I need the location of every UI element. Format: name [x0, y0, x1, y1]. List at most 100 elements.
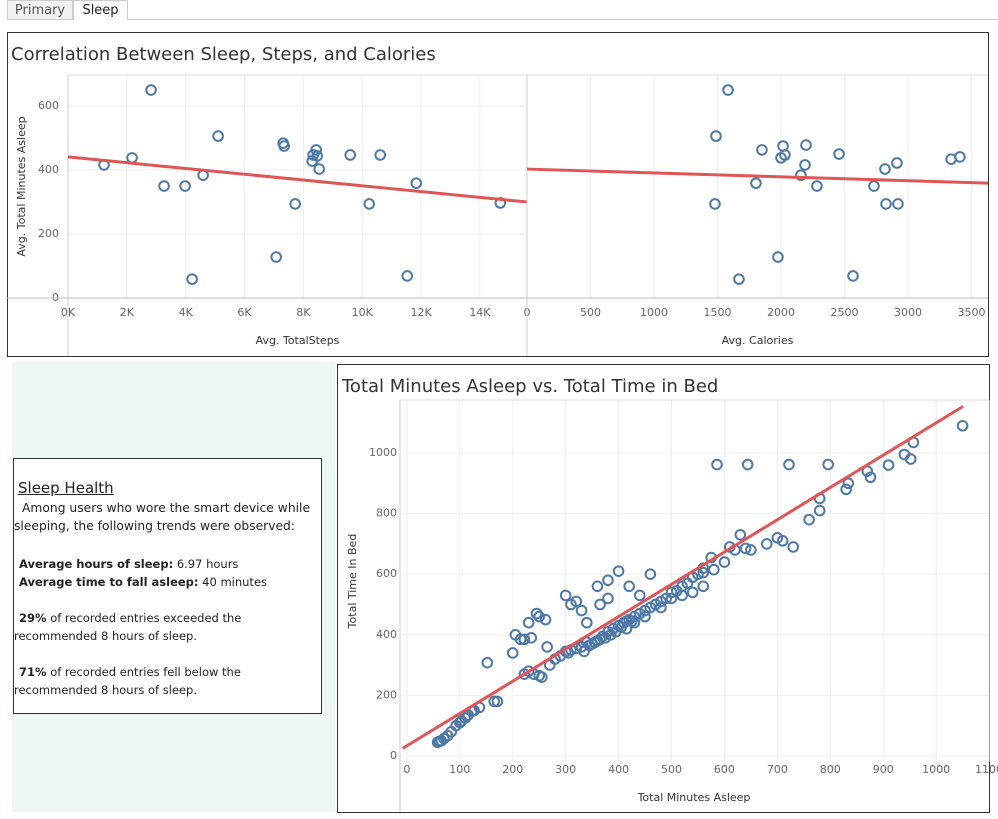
- point: [783, 458, 795, 471]
- point: [813, 504, 826, 517]
- tab[interactable]: Primary: [7, 0, 73, 20]
- point: [665, 592, 678, 605]
- x-tick-label: 1500: [703, 306, 731, 319]
- point: [289, 198, 301, 210]
- x-tick-label: 600: [714, 763, 735, 776]
- note: 71% of recorded entries fell below the r…: [14, 663, 319, 699]
- point: [655, 601, 667, 614]
- x-axis-label: Avg. TotalSteps: [256, 334, 340, 347]
- chart-title: Total Minutes Asleep vs. Total Time in B…: [341, 376, 718, 397]
- x-tick-label: 900: [873, 763, 894, 776]
- point: [697, 580, 710, 593]
- point: [776, 535, 789, 547]
- x-tick-label: 500: [580, 306, 601, 319]
- y-tick-label: 200: [376, 688, 397, 701]
- point: [612, 565, 625, 577]
- point: [539, 613, 552, 626]
- point: [533, 610, 545, 623]
- point: [710, 130, 722, 142]
- y-tick-label: 600: [376, 567, 397, 580]
- trend-line: [526, 167, 989, 185]
- point: [882, 459, 895, 471]
- point: [711, 458, 723, 471]
- point: [880, 198, 892, 210]
- point: [518, 633, 531, 646]
- point: [594, 633, 606, 646]
- point: [639, 610, 651, 623]
- x-axis-label: Total Minutes Asleep: [637, 791, 751, 804]
- point: [803, 513, 815, 526]
- tab-bar-line: [128, 19, 998, 20]
- note-highlight: 29%: [19, 611, 47, 625]
- point: [954, 151, 966, 163]
- point: [278, 140, 290, 152]
- text-title: Sleep Health: [18, 479, 114, 497]
- tab-active[interactable]: Sleep: [73, 0, 128, 20]
- point: [644, 568, 657, 580]
- stat-value: 40 minutes: [202, 575, 268, 589]
- point: [633, 589, 646, 602]
- point: [864, 471, 877, 484]
- x-tick-label: 1000: [640, 306, 668, 319]
- point: [686, 586, 699, 599]
- point: [718, 556, 731, 568]
- point: [310, 144, 322, 156]
- y-tick-label: 0: [390, 749, 397, 762]
- point: [904, 453, 917, 465]
- point: [847, 270, 859, 282]
- point: [879, 163, 891, 175]
- x-tick-label: 4K: [179, 306, 194, 319]
- x-tick-label: 12K: [410, 306, 432, 319]
- point: [620, 622, 633, 635]
- point: [708, 563, 720, 576]
- point: [575, 604, 588, 617]
- point: [522, 616, 535, 629]
- point: [760, 538, 773, 550]
- x-tick-label: 10K: [352, 306, 374, 319]
- y-tick-label: 600: [38, 99, 59, 112]
- point: [697, 566, 710, 579]
- note-highlight: 71%: [19, 665, 47, 679]
- point: [491, 695, 504, 708]
- y-tick-label: 400: [38, 163, 59, 176]
- x-tick-label: 6K: [237, 306, 252, 319]
- x-tick-label: 2K: [120, 306, 135, 319]
- point: [822, 458, 834, 471]
- note-text: of recorded entries exceeded the recomme…: [14, 611, 242, 643]
- y-tick-label: 400: [376, 628, 397, 641]
- trend-line: [401, 405, 964, 750]
- point: [709, 198, 721, 210]
- point: [363, 198, 376, 210]
- point: [311, 150, 323, 162]
- point: [892, 198, 904, 210]
- point: [212, 130, 224, 142]
- point: [602, 592, 614, 605]
- chart-frame: [7, 32, 989, 357]
- point: [186, 273, 198, 285]
- point: [833, 148, 845, 160]
- point: [581, 616, 593, 629]
- point: [594, 598, 606, 611]
- x-tick-label: 2500: [830, 306, 858, 319]
- point: [799, 159, 811, 171]
- x-tick-label: 1000: [922, 763, 950, 776]
- y-axis-label: Avg. Total Minutes Asleep: [15, 116, 28, 256]
- point: [559, 589, 572, 602]
- x-tick-label: 0: [403, 763, 410, 776]
- point: [570, 595, 583, 608]
- y-tick-label: 200: [38, 227, 59, 240]
- point: [270, 251, 282, 263]
- stat: Average hours of sleep: 6.97 hours: [19, 555, 321, 573]
- point: [536, 671, 548, 683]
- point: [891, 157, 903, 169]
- point: [779, 149, 791, 161]
- point: [811, 180, 823, 192]
- stat-label: Average time to fall asleep:: [19, 575, 199, 589]
- stat-value: 6.97 hours: [176, 557, 239, 571]
- point: [481, 656, 494, 669]
- y-tick-label: 1000: [369, 446, 397, 459]
- point: [734, 529, 747, 541]
- point: [750, 177, 762, 189]
